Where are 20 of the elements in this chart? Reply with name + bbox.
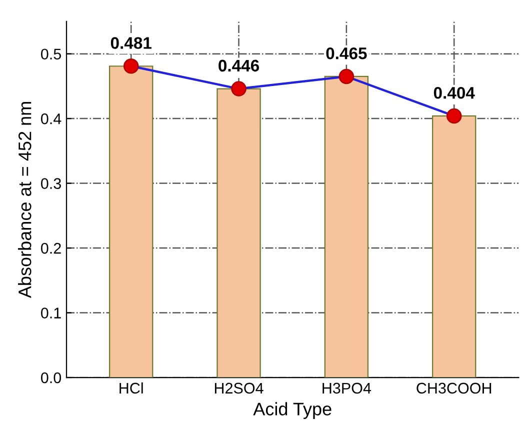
y-tick-label: 0.5 <box>41 48 61 60</box>
y-tick-label: 0.0 <box>41 372 62 384</box>
data-label: 0.404 <box>434 86 475 99</box>
x-tick-label: H2SO4 <box>214 382 264 394</box>
bar <box>216 88 261 378</box>
data-label: 0.465 <box>326 47 367 60</box>
y-tick-label: 0.2 <box>41 242 61 254</box>
y-axis-title: Absorbance at = 452 nm <box>18 102 32 298</box>
x-tick-label: HCl <box>120 382 143 394</box>
x-tick-label: H3PO4 <box>322 382 372 394</box>
y-tick-label: 0.1 <box>41 308 61 318</box>
y-tick-label: 0.4 <box>41 113 62 124</box>
bar <box>324 76 369 378</box>
data-label: 0.446 <box>218 60 260 72</box>
data-label: 0.481 <box>110 37 152 49</box>
bar <box>432 115 476 378</box>
y-tick-label: 0.3 <box>41 178 61 189</box>
x-axis-title: Acid Type <box>253 402 332 420</box>
bar <box>109 66 154 378</box>
x-tick-label: CH3COOH <box>416 382 492 394</box>
